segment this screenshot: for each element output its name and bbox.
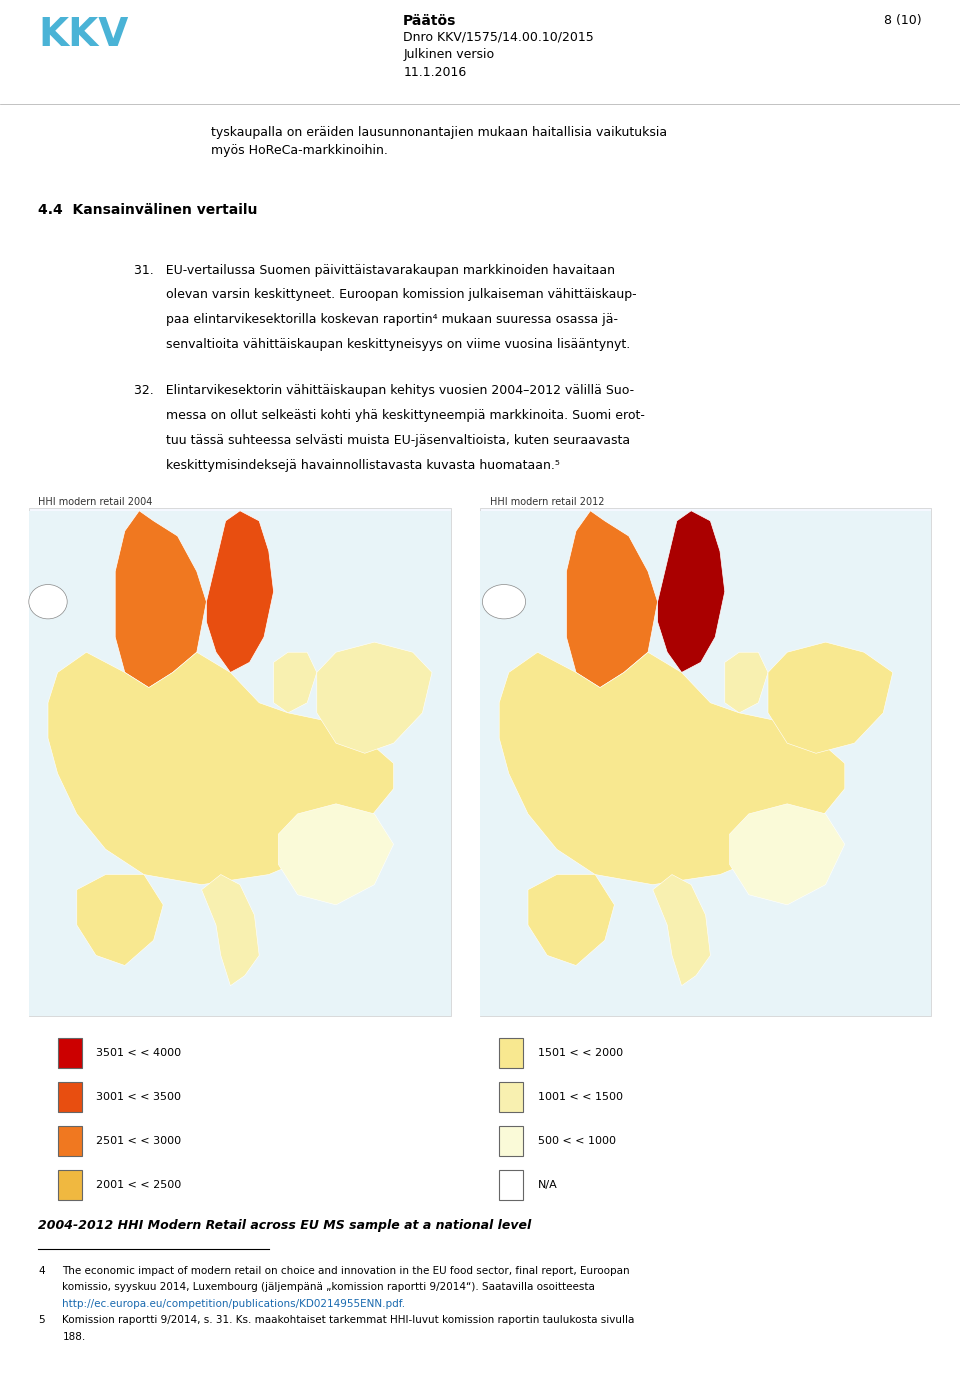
Text: Dnro KKV/1575/14.00.10/2015
Julkinen versio
11.1.2016: Dnro KKV/1575/14.00.10/2015 Julkinen ver… (403, 30, 594, 80)
FancyBboxPatch shape (480, 508, 931, 1016)
Text: 5: 5 (38, 1315, 45, 1325)
Text: 2001 < < 2500: 2001 < < 2500 (96, 1179, 181, 1190)
Text: 2004-2012 HHI Modern Retail across EU MS sample at a national level: 2004-2012 HHI Modern Retail across EU MS… (38, 1219, 532, 1232)
Polygon shape (202, 875, 259, 986)
Text: N/A: N/A (538, 1179, 558, 1190)
Text: 4.4  Kansainvälinen vertailu: 4.4 Kansainvälinen vertailu (38, 203, 258, 217)
Polygon shape (206, 511, 274, 673)
Text: 32.   Elintarvikesektorin vähittäiskaupan kehitys vuosien 2004–2012 välillä Suo-: 32. Elintarvikesektorin vähittäiskaupan … (134, 384, 635, 397)
Polygon shape (317, 643, 432, 754)
Polygon shape (528, 875, 614, 965)
FancyBboxPatch shape (499, 1038, 523, 1068)
Text: Komission raportti 9/2014, s. 31. Ks. maakohtaiset tarkemmat HHI-luvut komission: Komission raportti 9/2014, s. 31. Ks. ma… (62, 1315, 635, 1325)
Text: olevan varsin keskittyneet. Euroopan komission julkaiseman vähittäiskaup-: olevan varsin keskittyneet. Euroopan kom… (134, 288, 637, 301)
FancyBboxPatch shape (499, 1170, 523, 1200)
Text: messa on ollut selkeästi kohti yhä keskittyneempiä markkinoita. Suomi erot-: messa on ollut selkeästi kohti yhä keski… (134, 409, 645, 422)
Polygon shape (658, 511, 725, 673)
Text: KKV: KKV (38, 16, 129, 55)
Text: http://ec.europa.eu/competition/publications/KD0214955ENN.pdf.: http://ec.europa.eu/competition/publicat… (62, 1299, 405, 1308)
FancyBboxPatch shape (58, 1126, 82, 1156)
Text: 31.   EU-vertailussa Suomen päivittäistavarakaupan markkinoiden havaitaan: 31. EU-vertailussa Suomen päivittäistava… (134, 264, 615, 276)
Text: Päätös: Päätös (403, 14, 457, 27)
Polygon shape (725, 652, 768, 713)
Text: 1501 < < 2000: 1501 < < 2000 (538, 1048, 623, 1059)
Text: 8 (10): 8 (10) (884, 14, 922, 26)
Text: 2501 < < 3000: 2501 < < 3000 (96, 1135, 181, 1146)
Polygon shape (48, 652, 394, 884)
Polygon shape (274, 652, 317, 713)
Polygon shape (768, 643, 893, 754)
Text: 3501 < < 4000: 3501 < < 4000 (96, 1048, 181, 1059)
FancyBboxPatch shape (499, 1082, 523, 1112)
Polygon shape (730, 803, 845, 905)
FancyBboxPatch shape (58, 1082, 82, 1112)
Ellipse shape (482, 585, 526, 619)
Text: 500 < < 1000: 500 < < 1000 (538, 1135, 615, 1146)
Polygon shape (115, 511, 206, 688)
Text: komissio, syyskuu 2014, Luxembourg (jäljempänä „komission raportti 9/2014“). Saa: komissio, syyskuu 2014, Luxembourg (jälj… (62, 1282, 595, 1292)
FancyBboxPatch shape (58, 1170, 82, 1200)
Polygon shape (499, 652, 845, 884)
Text: 188.: 188. (62, 1332, 85, 1341)
Text: The economic impact of modern retail on choice and innovation in the EU food sec: The economic impact of modern retail on … (62, 1266, 630, 1276)
FancyBboxPatch shape (29, 508, 451, 1016)
Text: 4: 4 (38, 1266, 45, 1276)
Ellipse shape (29, 585, 67, 619)
Text: keskittymisindeksejä havainnollistavasta kuvasta huomataan.⁵: keskittymisindeksejä havainnollistavasta… (134, 459, 561, 471)
Text: HHI modern retail 2012: HHI modern retail 2012 (490, 497, 604, 507)
FancyBboxPatch shape (29, 511, 451, 1016)
Polygon shape (278, 803, 394, 905)
Text: tyskaupalla on eräiden lausunnonantajien mukaan haitallisia vaikutuksia
myös HoR: tyskaupalla on eräiden lausunnonantajien… (211, 126, 667, 158)
Polygon shape (566, 511, 658, 688)
Text: tuu tässä suhteessa selvästi muista EU-jäsenvaltioista, kuten seuraavasta: tuu tässä suhteessa selvästi muista EU-j… (134, 434, 631, 446)
Text: 3001 < < 3500: 3001 < < 3500 (96, 1092, 181, 1103)
Polygon shape (77, 875, 163, 965)
FancyBboxPatch shape (499, 1126, 523, 1156)
Text: 1001 < < 1500: 1001 < < 1500 (538, 1092, 623, 1103)
Polygon shape (653, 875, 710, 986)
Text: senvaltioita vähittäiskaupan keskittyneisyys on viime vuosina lisääntynyt.: senvaltioita vähittäiskaupan keskittynei… (134, 338, 631, 350)
Text: HHI modern retail 2004: HHI modern retail 2004 (38, 497, 153, 507)
Text: paa elintarvikesektorilla koskevan raportin⁴ mukaan suuressa osassa jä-: paa elintarvikesektorilla koskevan rapor… (134, 313, 618, 325)
FancyBboxPatch shape (58, 1038, 82, 1068)
FancyBboxPatch shape (480, 511, 931, 1016)
